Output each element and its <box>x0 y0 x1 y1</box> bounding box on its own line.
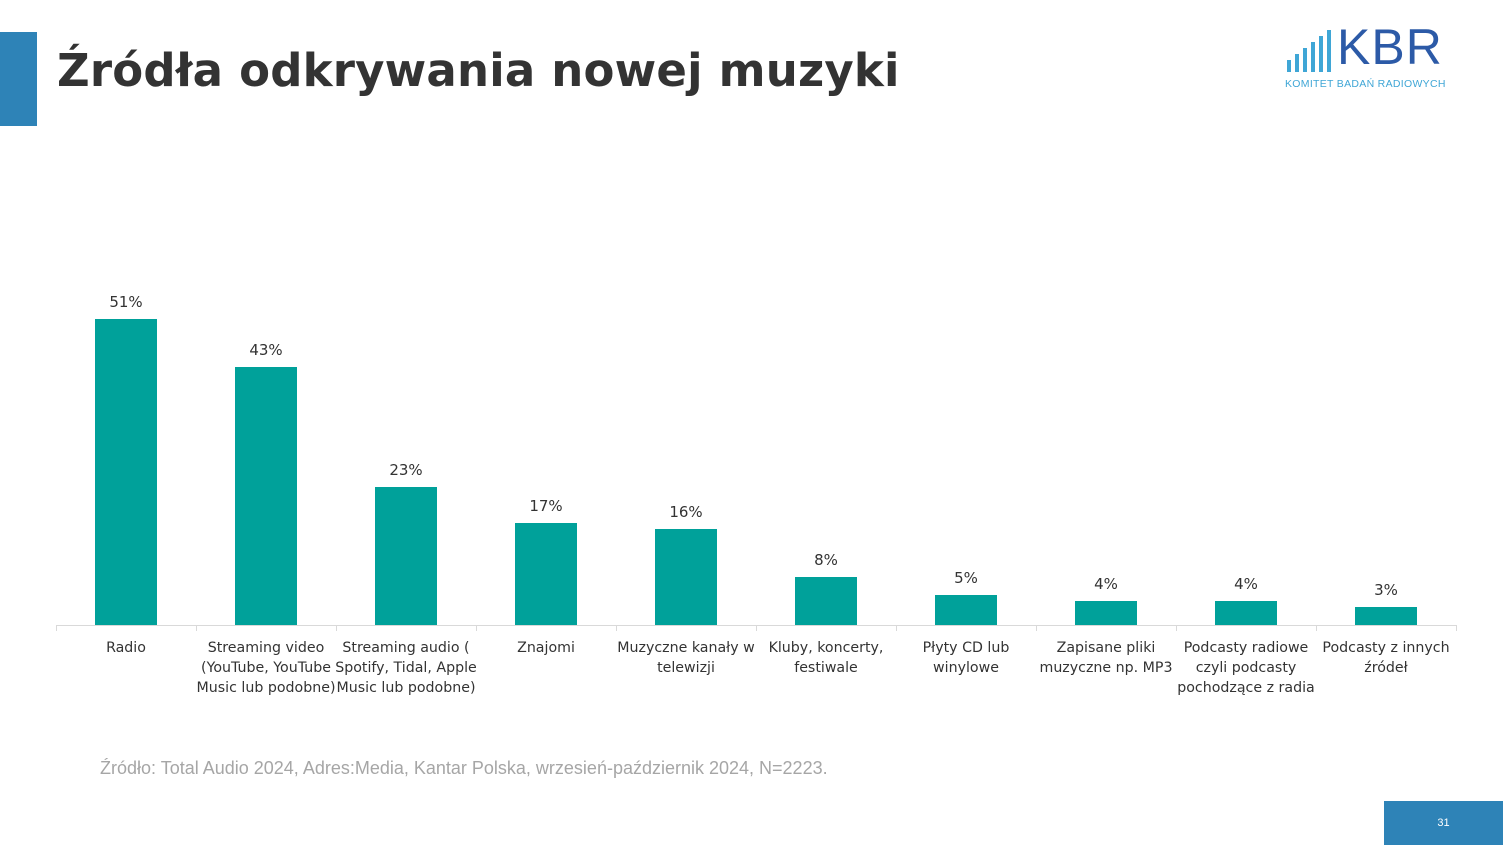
category-label: Radio <box>106 640 146 656</box>
bar <box>1215 601 1277 625</box>
data-label: 8% <box>814 551 838 569</box>
page-number: 31 <box>1437 817 1450 829</box>
signal-bars-icon <box>1287 30 1331 72</box>
category-label: muzyczne np. MP3 <box>1040 660 1173 676</box>
data-label: 17% <box>529 497 562 515</box>
bar <box>1075 601 1137 625</box>
category-label: Podcasty z innych <box>1322 640 1449 656</box>
bar <box>795 577 857 625</box>
logo-wordmark: KBR <box>1337 19 1443 75</box>
category-label: Kluby, koncerty, <box>769 640 884 656</box>
category-label: (YouTube, YouTube <box>201 660 331 676</box>
data-label: 43% <box>249 341 282 359</box>
category-label: Muzyczne kanały w <box>617 640 754 656</box>
source-note: Źródło: Total Audio 2024, Adres:Media, K… <box>100 758 828 778</box>
category-label: Music lub podobne) <box>197 680 336 696</box>
data-label: 23% <box>389 461 422 479</box>
kbr-logo: KBR KOMITET BADAŃ RADIOWYCH <box>1285 22 1465 96</box>
logo-subtitle: KOMITET BADAŃ RADIOWYCH <box>1285 78 1446 90</box>
bar <box>235 367 297 625</box>
category-label: Music lub podobne) <box>337 680 476 696</box>
category-label: winylowe <box>933 660 999 676</box>
category-label: telewizji <box>657 660 715 676</box>
category-label: pochodzące z radia <box>1177 680 1314 696</box>
bar <box>375 487 437 625</box>
category-label: Płyty CD lub <box>923 640 1010 656</box>
page-number-box: 31 <box>1384 801 1503 845</box>
category-label: Zapisane pliki <box>1057 640 1156 656</box>
bar <box>95 319 157 625</box>
category-label: Spotify, Tidal, Apple <box>335 660 477 676</box>
category-label: Streaming video <box>208 640 325 656</box>
category-label: źródeł <box>1364 660 1408 676</box>
data-label: 4% <box>1094 575 1118 593</box>
bar <box>935 595 997 625</box>
data-label: 5% <box>954 569 978 587</box>
title-accent-bar <box>0 32 37 126</box>
data-label: 3% <box>1374 581 1398 599</box>
category-label: Streaming audio ( <box>342 640 469 656</box>
category-label: czyli podcasty <box>1196 660 1297 676</box>
category-label: Podcasty radiowe <box>1184 640 1309 656</box>
bar <box>1355 607 1417 625</box>
data-label: 16% <box>669 503 702 521</box>
data-label: 4% <box>1234 575 1258 593</box>
category-label: Znajomi <box>517 640 575 656</box>
bar <box>515 523 577 625</box>
bar <box>655 529 717 625</box>
page-title: Źródła odkrywania nowej muzyki <box>57 44 900 97</box>
category-label: festiwale <box>794 660 858 676</box>
data-label: 51% <box>109 293 142 311</box>
